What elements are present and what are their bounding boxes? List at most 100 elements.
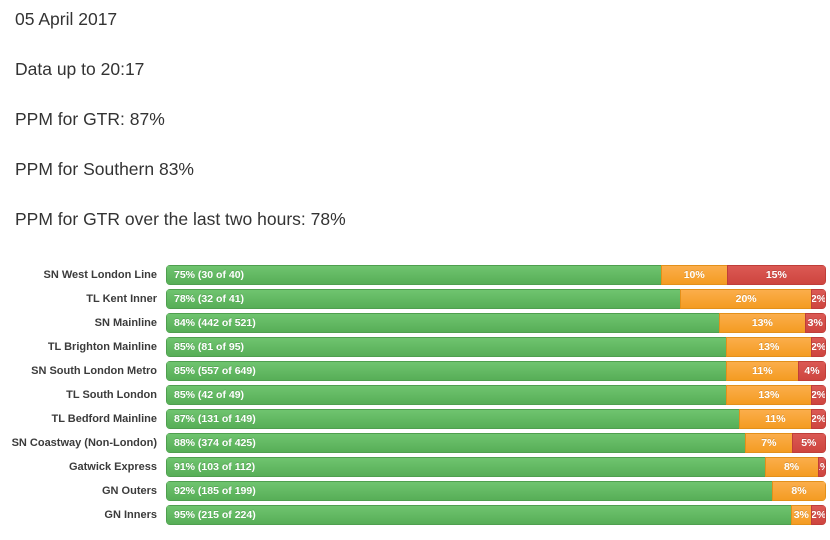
route-label: SN South London Metro <box>31 365 157 377</box>
ppm-gtr-line: PPM for GTR: 87% <box>15 109 165 129</box>
bar-segment-label: 8% <box>783 461 800 473</box>
ppm-southern-line: PPM for Southern 83% <box>15 159 194 179</box>
route-label: SN Mainline <box>94 317 157 329</box>
bar-segment-label: 15% <box>765 269 787 281</box>
stacked-bar: 87% (131 of 149) 11% 2% <box>166 409 826 429</box>
bar-segment-label: 7% <box>761 437 777 449</box>
bar-segment-on-time: 85% (81 of 95) <box>166 337 727 357</box>
bar-segment-label: 2% <box>811 413 826 425</box>
bar-segment-label: 75% (30 of 40) <box>174 269 245 281</box>
ppm-stacked-bar-chart: SN West London Line 75% (30 of 40) 10% 15% T… <box>0 263 830 527</box>
bar-segment-label: 10% <box>683 269 705 281</box>
bar-segment-very-late: 2% <box>811 385 826 405</box>
stacked-bar: 88% (374 of 425) 7% 5% <box>166 433 826 453</box>
bar-segment-late: 10% <box>660 265 728 285</box>
bar-segment-label: 1% <box>819 461 825 473</box>
bar-segment-late: 13% <box>719 313 806 333</box>
chart-row: GN Inners 95% (215 of 224) 3% 2% <box>0 503 830 527</box>
chart-row: TL Brighton Mainline 85% (81 of 95) 13% 2% <box>0 335 830 359</box>
bar-segment-late: 13% <box>725 385 813 405</box>
bar-segment-label: 13% <box>751 317 773 329</box>
bar-segment-label: 85% (42 of 49) <box>174 389 245 401</box>
stacked-bar: 78% (32 of 41) 20% 2% <box>166 289 826 309</box>
bar-segment-very-late: 2% <box>811 337 826 357</box>
bar-segment-very-late: 3% <box>804 313 826 333</box>
chart-row: SN Mainline 84% (442 of 521) 13% 3% <box>0 311 830 335</box>
route-label: TL Kent Inner <box>86 293 157 305</box>
stacked-bar: 75% (30 of 40) 10% 15% <box>166 265 826 285</box>
bar-segment-very-late: 2% <box>811 289 826 309</box>
bar-segment-very-late: 1% <box>817 457 826 477</box>
route-label: TL Brighton Mainline <box>47 341 157 353</box>
bar-segment-on-time: 85% (42 of 49) <box>166 385 727 405</box>
chart-row: GN Outers 92% (185 of 199) 8% <box>0 479 830 503</box>
bar-segment-late: 11% <box>738 409 813 429</box>
bar-segment-on-time: 85% (557 of 649) <box>166 361 727 381</box>
bar-segment-label: 85% (557 of 649) <box>174 365 256 377</box>
bar-segment-late: 7% <box>745 433 793 453</box>
bar-segment-label: 91% (103 of 112) <box>174 461 256 473</box>
chart-row: TL Kent Inner 78% (32 of 41) 20% 2% <box>0 287 830 311</box>
bar-segment-label: 88% (374 of 425) <box>174 437 256 449</box>
bar-segment-on-time: 92% (185 of 199) <box>166 481 773 501</box>
route-label: TL South London <box>66 389 157 401</box>
bar-segment-on-time: 87% (131 of 149) <box>166 409 740 429</box>
bar-segment-label: 20% <box>735 293 757 305</box>
bar-segment-late: 8% <box>764 457 819 477</box>
bar-segment-label: 13% <box>758 341 780 353</box>
route-label: SN West London Line <box>43 269 157 281</box>
bar-segment-label: 2% <box>811 389 826 401</box>
report-header: 05 April 2017 Data up to 20:17 PPM for G… <box>15 8 820 258</box>
bar-segment-late: 13% <box>725 337 813 357</box>
bar-segment-on-time: 84% (442 of 521) <box>166 313 721 333</box>
bar-segment-label: 87% (131 of 149) <box>174 413 256 425</box>
bar-segment-label: 13% <box>758 389 780 401</box>
bar-segment-label: 11% <box>752 365 773 377</box>
bar-segment-label: 85% (81 of 95) <box>174 341 245 353</box>
route-label: Gatwick Express <box>68 461 157 473</box>
bar-segment-on-time: 78% (32 of 41) <box>166 289 682 309</box>
ppm-gtr-two-hours-line: PPM for GTR over the last two hours: 78% <box>15 209 346 229</box>
chart-row: SN South London Metro 85% (557 of 649) 11%… <box>0 359 830 383</box>
bar-segment-label: 78% (32 of 41) <box>174 293 245 305</box>
chart-row: TL Bedford Mainline 87% (131 of 149) 11% 2% <box>0 407 830 431</box>
bar-segment-label: 4% <box>804 365 820 377</box>
bar-segment-label: 2% <box>811 341 826 353</box>
stacked-bar: 85% (81 of 95) 13% 2% <box>166 337 826 357</box>
bar-segment-label: 92% (185 of 199) <box>174 485 256 497</box>
stacked-bar: 92% (185 of 199) 8% <box>166 481 826 501</box>
bar-segment-label: 3% <box>807 317 823 329</box>
stacked-bar: 91% (103 of 112) 8% 1% <box>166 457 826 477</box>
bar-segment-very-late: 15% <box>726 265 826 285</box>
bar-segment-label: 8% <box>791 485 807 497</box>
chart-row: SN Coastway (Non-London) 88% (374 of 425)… <box>0 431 830 455</box>
bar-segment-very-late: 4% <box>798 361 826 381</box>
data-up-to-time: Data up to 20:17 <box>15 59 145 79</box>
route-label: GN Outers <box>101 485 157 497</box>
bar-segment-very-late: 2% <box>811 409 826 429</box>
bar-segment-on-time: 95% (215 of 224) <box>166 505 792 525</box>
chart-row: TL South London 85% (42 of 49) 13% 2% <box>0 383 830 407</box>
report-date: 05 April 2017 <box>15 9 118 29</box>
stacked-bar: 95% (215 of 224) 3% 2% <box>166 505 826 525</box>
bar-segment-on-time: 75% (30 of 40) <box>166 265 662 285</box>
route-label: SN Coastway (Non-London) <box>11 437 157 449</box>
stacked-bar: 85% (42 of 49) 13% 2% <box>166 385 826 405</box>
stacked-bar: 85% (557 of 649) 11% 4% <box>166 361 826 381</box>
bar-segment-label: 84% (442 of 521) <box>174 317 256 329</box>
bar-segment-label: 3% <box>793 509 809 521</box>
bar-segment-late: 8% <box>772 481 826 501</box>
bar-segment-label: 2% <box>811 509 826 521</box>
chart-row: Gatwick Express 91% (103 of 112) 8% 1% <box>0 455 830 479</box>
chart-row: SN West London Line 75% (30 of 40) 10% 15% <box>0 263 830 287</box>
bar-segment-label: 5% <box>801 437 817 449</box>
bar-segment-late: 20% <box>680 289 813 309</box>
bar-segment-late: 11% <box>725 361 800 381</box>
bar-segment-late: 3% <box>790 505 813 525</box>
bar-segment-on-time: 91% (103 of 112) <box>166 457 766 477</box>
bar-segment-label: 2% <box>811 293 826 305</box>
bar-segment-very-late: 2% <box>811 505 826 525</box>
bar-segment-label: 95% (215 of 224) <box>174 509 256 521</box>
route-label: GN Inners <box>104 509 157 521</box>
